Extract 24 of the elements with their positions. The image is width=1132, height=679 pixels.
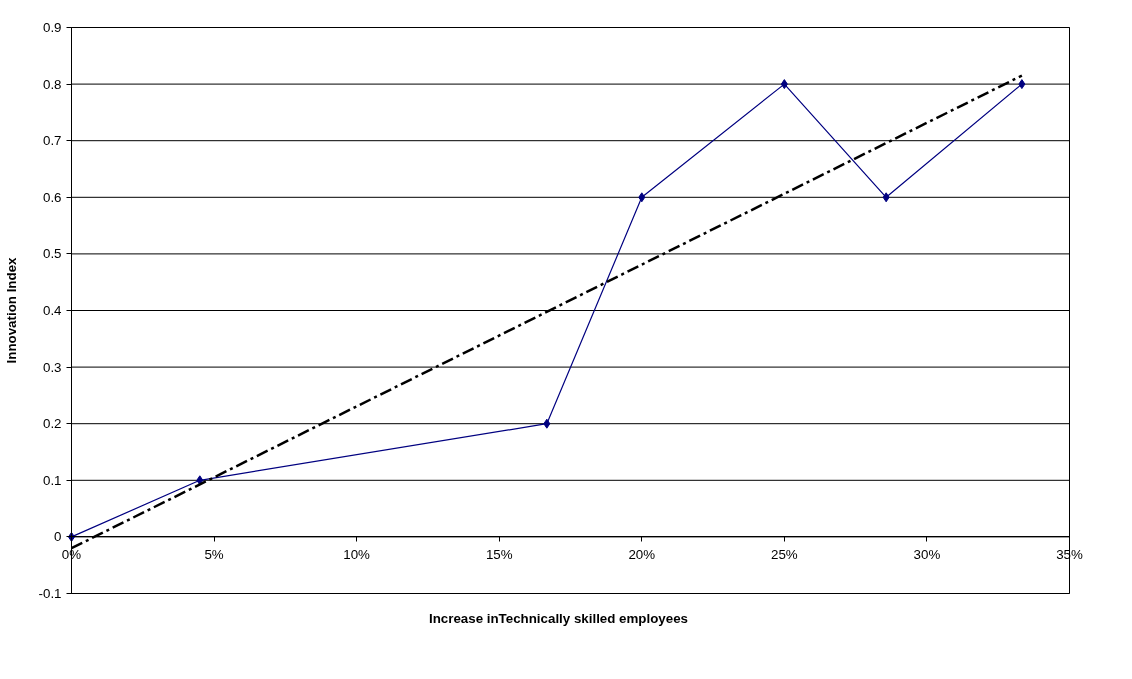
y-tick-label: -0.1 — [38, 586, 62, 601]
y-tick-label: 0.2 — [42, 416, 62, 432]
x-tick-label: 5% — [204, 546, 224, 562]
point — [882, 192, 890, 203]
x-tick-label: 25% — [771, 546, 798, 562]
y-tick-label: 0.6 — [42, 189, 62, 205]
y-tick-label: 0.9 — [42, 20, 62, 35]
y-tick-label: 0 — [54, 529, 62, 545]
x-tick-label: 20% — [628, 546, 656, 562]
y-tick-label: 0.3 — [42, 359, 62, 375]
y-tick-label: 0.8 — [42, 76, 62, 92]
point — [543, 418, 551, 429]
x-tick-label: 15% — [485, 546, 513, 562]
x-tick-label: 30% — [913, 546, 941, 562]
y-tick-label: 0.5 — [42, 246, 62, 262]
y-tick-label: 0.4 — [42, 303, 63, 318]
y-tick-label: 0.7 — [42, 133, 62, 149]
y-axis-title: Innovation Index — [3, 256, 19, 364]
x-tick-label: 10% — [343, 546, 371, 562]
y-tick-label: 0.1 — [42, 472, 62, 488]
point — [780, 79, 788, 90]
point — [1018, 79, 1026, 90]
x-axis-title: Increase inTechnically skilled employees — [428, 610, 689, 626]
point — [638, 192, 646, 203]
